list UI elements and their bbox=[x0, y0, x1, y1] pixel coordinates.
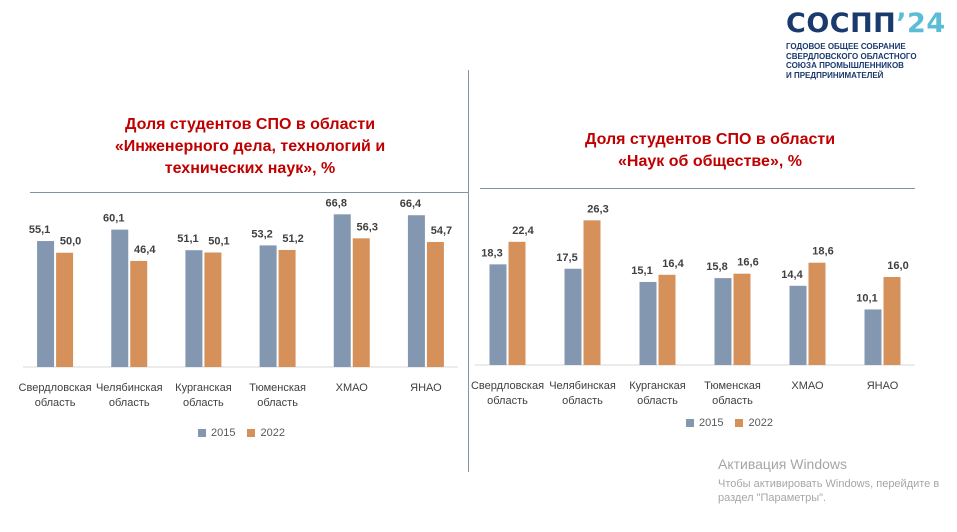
bar-2022 bbox=[352, 238, 370, 367]
category-label: Челябинская bbox=[96, 382, 163, 394]
legend-engineering: 2015 2022 bbox=[198, 427, 297, 439]
category-label: Тюменская bbox=[704, 380, 761, 392]
data-label: 15,1 bbox=[631, 265, 652, 277]
category-label: ЯНАО bbox=[410, 382, 442, 394]
category-label: область bbox=[183, 397, 224, 409]
category-label: область bbox=[637, 395, 678, 407]
data-label: 46,4 bbox=[134, 244, 156, 256]
category-label: область bbox=[487, 395, 528, 407]
category-label: область bbox=[562, 395, 603, 407]
legend-item-2022: 2022 bbox=[247, 427, 285, 439]
data-label: 66,4 bbox=[400, 198, 422, 210]
data-label: 50,0 bbox=[60, 236, 81, 248]
logo-subtitle: ГОДОВОЕ ОБЩЕЕ СОБРАНИЕ СВЕРДЛОВСКОГО ОБЛ… bbox=[786, 42, 917, 80]
data-label: 22,4 bbox=[512, 225, 534, 237]
data-label: 10,1 bbox=[856, 292, 877, 304]
chart-title-engineering: Доля студентов СПО в области «Инженерног… bbox=[114, 116, 386, 177]
bar-2015 bbox=[789, 285, 807, 365]
bar-2015 bbox=[489, 264, 507, 365]
bar-2022 bbox=[658, 274, 676, 365]
data-label: 16,6 bbox=[737, 257, 758, 269]
category-label: Тюменская bbox=[249, 382, 306, 394]
data-label: 14,4 bbox=[781, 269, 803, 281]
data-label: 26,3 bbox=[587, 203, 608, 215]
bar-2015 bbox=[714, 278, 732, 365]
data-label: 15,8 bbox=[706, 261, 727, 273]
data-label: 55,1 bbox=[29, 224, 50, 236]
category-label: Курганская bbox=[175, 382, 232, 394]
category-label: область bbox=[35, 397, 76, 409]
data-label: 16,4 bbox=[662, 258, 684, 270]
legend-social: 2015 2022 bbox=[686, 417, 785, 429]
bar-2015 bbox=[864, 309, 882, 365]
legend-item-2015: 2015 bbox=[198, 427, 235, 439]
category-label: ЯНАО bbox=[867, 380, 899, 392]
bar-2022 bbox=[56, 252, 74, 367]
bar-2015 bbox=[37, 241, 55, 367]
bar-2015 bbox=[185, 250, 203, 367]
data-label: 16,0 bbox=[887, 260, 908, 272]
bar-2022 bbox=[583, 220, 601, 365]
chart-title-social: Доля студентов СПО в области «Наук об об… bbox=[584, 131, 836, 170]
data-label: 51,1 bbox=[177, 233, 198, 245]
data-label: 50,1 bbox=[208, 235, 229, 247]
data-label: 56,3 bbox=[357, 221, 378, 233]
logo-wordmark: СОСПП’24 bbox=[786, 8, 946, 39]
watermark-text: Чтобы активировать Windows, перейдите в … bbox=[718, 478, 940, 504]
bar-2022 bbox=[808, 262, 826, 365]
bar-2015 bbox=[639, 281, 657, 365]
data-label: 60,1 bbox=[103, 213, 124, 225]
data-label: 18,6 bbox=[812, 246, 833, 258]
vertical-divider bbox=[468, 70, 469, 472]
left-divider bbox=[30, 192, 468, 193]
bar-2015 bbox=[407, 215, 425, 367]
category-label: ХМАО bbox=[791, 380, 824, 392]
data-label: 18,3 bbox=[481, 247, 502, 259]
bar-2022 bbox=[278, 249, 296, 367]
bar-2022 bbox=[426, 241, 444, 367]
category-label: ХМАО bbox=[336, 382, 369, 394]
category-label: область bbox=[257, 397, 298, 409]
windows-activation-watermark: Активация Windows Чтобы активировать Win… bbox=[718, 456, 948, 505]
category-label: Курганская bbox=[629, 380, 686, 392]
logo: СОСПП’24 ГОДОВОЕ ОБЩЕЕ СОБРАНИЕ СВЕРДЛОВ… bbox=[786, 8, 951, 80]
category-label: Свердловская bbox=[19, 382, 92, 394]
bar-2022 bbox=[204, 252, 222, 367]
category-label: область bbox=[109, 397, 150, 409]
bar-2022 bbox=[883, 277, 901, 365]
bar-2022 bbox=[733, 273, 751, 365]
data-label: 51,2 bbox=[282, 233, 303, 245]
legend-item-2022: 2022 bbox=[735, 417, 773, 429]
bar-2015 bbox=[259, 245, 277, 367]
bar-2022 bbox=[508, 241, 526, 365]
bar-2015 bbox=[564, 268, 582, 365]
legend-item-2015: 2015 bbox=[686, 417, 723, 429]
bar-2015 bbox=[111, 229, 129, 367]
data-label: 66,8 bbox=[326, 197, 347, 209]
data-label: 54,7 bbox=[431, 225, 452, 237]
category-label: Челябинская bbox=[549, 380, 616, 392]
data-label: 53,2 bbox=[251, 228, 272, 240]
data-label: 17,5 bbox=[556, 252, 577, 264]
category-label: область bbox=[712, 395, 753, 407]
watermark-title: Активация Windows bbox=[718, 456, 848, 472]
category-label: Свердловская bbox=[471, 380, 544, 392]
right-divider bbox=[480, 188, 915, 189]
bar-2015 bbox=[333, 214, 351, 367]
bar-2022 bbox=[130, 260, 148, 367]
